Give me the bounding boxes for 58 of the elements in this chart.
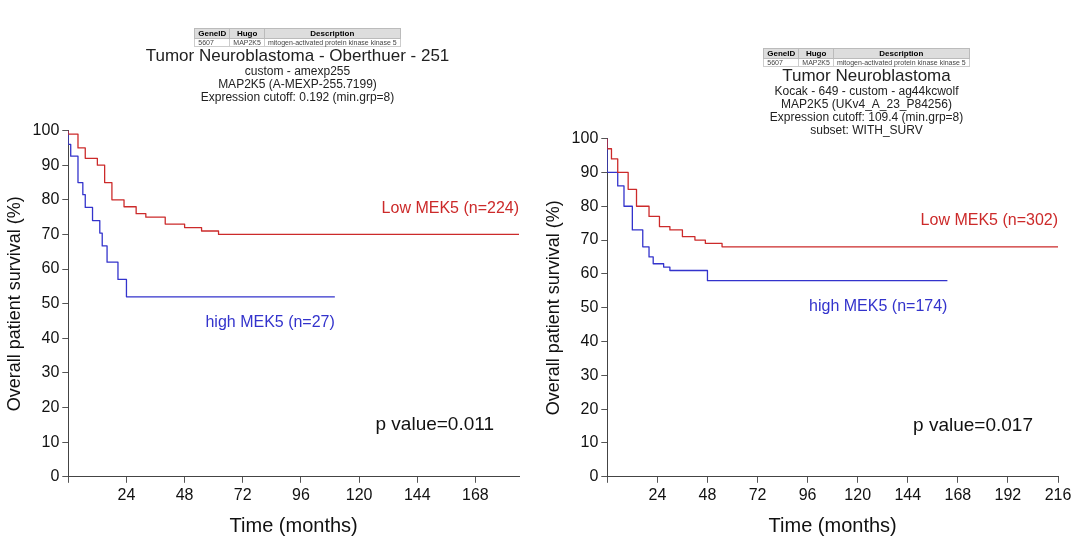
chart-title: Tumor Neuroblastoma bbox=[781, 66, 952, 85]
y-tick-label: 30 bbox=[41, 363, 60, 381]
series-label: Low MEK5 (n=224) bbox=[381, 198, 519, 216]
y-tick-label: 80 bbox=[41, 190, 60, 208]
y-axis-title: Overall patient survival (%) bbox=[3, 196, 24, 412]
annotation: p value=0.011 bbox=[375, 413, 494, 435]
y-tick-label: 70 bbox=[41, 224, 60, 242]
text: GeneID bbox=[194, 28, 230, 39]
chart-subtitle: custom - amexp255 MAP2K5 (A-MEXP-255.7199) Expression cutoff: 0.192 (min.grp=8) bbox=[199, 64, 396, 104]
series-label: high MEK5 (n=174) bbox=[809, 297, 948, 315]
x-tick-label: 24 bbox=[117, 485, 136, 503]
y-tick-label: 20 bbox=[41, 397, 60, 415]
y-tick-label: 50 bbox=[580, 298, 599, 316]
chart-subtitle: Kocak - 649 - custom - ag44kcwolf MAP2K5 (UKv4_A_23_P84256) Expression cutoff: 109.4 (min.grp=8) subset: WITH_SURV bbox=[768, 84, 965, 137]
y-tick-label: 80 bbox=[580, 196, 599, 214]
text: Description bbox=[833, 48, 970, 59]
x-axis-title: Time (months) bbox=[229, 513, 358, 536]
x-tick-label: 96 bbox=[798, 485, 817, 503]
annotation: p value=0.017 bbox=[913, 414, 1033, 436]
chart-title: Tumor Neuroblastoma - Oberthuer - 251 bbox=[144, 46, 451, 65]
x-tick-label: 120 bbox=[844, 485, 872, 503]
y-axis-title: Overall patient survival (%) bbox=[542, 200, 563, 416]
text: Hugo bbox=[798, 48, 834, 59]
y-tick-label: 20 bbox=[580, 399, 599, 417]
y-tick-label: 50 bbox=[41, 294, 60, 312]
x-tick-label: 168 bbox=[462, 485, 489, 503]
y-tick-label: 30 bbox=[580, 365, 599, 383]
x-tick-label: 48 bbox=[175, 485, 194, 503]
y-tick-label: 70 bbox=[580, 230, 599, 248]
y-tick-label: 60 bbox=[41, 259, 60, 277]
x-tick-label: 192 bbox=[994, 485, 1022, 503]
text: GeneID bbox=[763, 48, 799, 59]
x-tick-label: 216 bbox=[1044, 485, 1072, 503]
x-tick-label: 96 bbox=[292, 485, 310, 503]
y-tick-label: 100 bbox=[571, 129, 599, 147]
x-tick-label: 72 bbox=[233, 485, 252, 503]
x-tick-label: 144 bbox=[403, 485, 431, 503]
x-tick-label: 72 bbox=[748, 485, 767, 503]
y-tick-label: 90 bbox=[580, 162, 599, 180]
y-tick-label: 100 bbox=[32, 121, 60, 139]
text: Hugo bbox=[229, 28, 265, 39]
series-label: high MEK5 (n=27) bbox=[205, 313, 335, 331]
y-tick-label: 10 bbox=[580, 433, 599, 451]
x-axis-title: Time (months) bbox=[768, 513, 897, 536]
y-tick-label: 60 bbox=[580, 264, 599, 282]
y-tick-label: 0 bbox=[589, 467, 599, 485]
x-tick-label: 24 bbox=[648, 485, 667, 503]
y-tick-label: 90 bbox=[41, 155, 60, 173]
x-tick-label: 120 bbox=[345, 485, 373, 503]
x-tick-label: 168 bbox=[944, 485, 972, 503]
y-tick-label: 40 bbox=[580, 331, 599, 349]
y-tick-label: 40 bbox=[41, 328, 60, 346]
y-tick-label: 0 bbox=[50, 467, 60, 485]
y-tick-label: 10 bbox=[41, 432, 60, 450]
text: Description bbox=[264, 28, 401, 39]
x-tick-label: 48 bbox=[698, 485, 717, 503]
x-tick-label: 144 bbox=[894, 485, 922, 503]
series-label: Low MEK5 (n=302) bbox=[920, 211, 1058, 229]
